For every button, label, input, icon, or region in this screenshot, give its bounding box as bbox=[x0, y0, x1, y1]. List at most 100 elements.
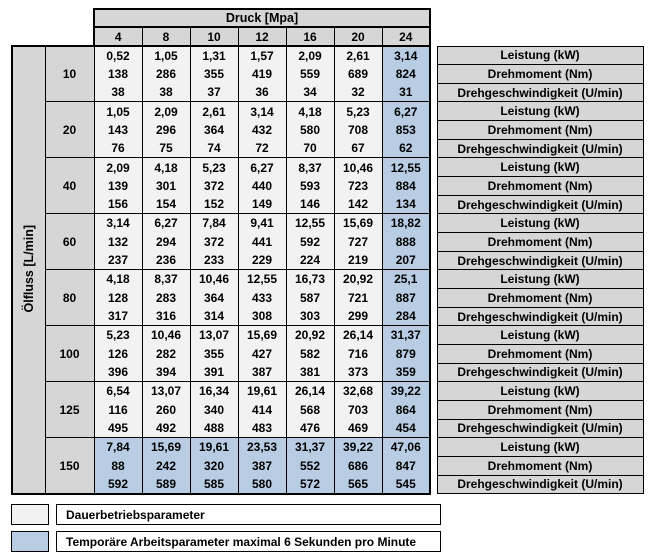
pressure-axis-title: Druck [Mpa] bbox=[93, 8, 431, 28]
metric-label: Drehmoment (Nm) bbox=[436, 120, 644, 140]
param-value-cell: 723 bbox=[333, 176, 383, 196]
param-value-cell: 727 bbox=[333, 232, 383, 252]
param-value-cell: 559 bbox=[285, 64, 335, 84]
metric-label: Drehgeschwindigkeit (U/min) bbox=[436, 82, 644, 103]
metric-label: Leistung (kW) bbox=[436, 101, 644, 122]
column-gap bbox=[430, 251, 437, 270]
table-row: 76 75 74 72 70 67 62 Drehgeschwindigkeit (U/min… bbox=[12, 138, 644, 159]
param-value-cell: 373 bbox=[333, 363, 383, 382]
column-gap bbox=[430, 83, 437, 102]
param-value-cell: 340 bbox=[189, 400, 239, 420]
param-value-cell: 31 bbox=[381, 83, 431, 102]
param-value-cell: 853 bbox=[381, 120, 431, 140]
param-value-cell: 441 bbox=[237, 232, 287, 252]
param-value-cell: 34 bbox=[285, 83, 335, 102]
param-value-cell: 139 bbox=[93, 176, 143, 196]
pressure-col-header: 24 bbox=[381, 26, 431, 47]
metric-label: Leistung (kW) bbox=[436, 325, 644, 345]
param-value-cell: 19,61 bbox=[237, 381, 287, 401]
flow-row-header: 10 bbox=[44, 45, 95, 102]
param-value-cell: 219 bbox=[333, 251, 383, 270]
flow-row-header: 60 bbox=[44, 213, 95, 270]
param-value-cell: 5,23 bbox=[333, 101, 383, 121]
metric-label: Drehgeschwindigkeit (U/min) bbox=[436, 362, 644, 383]
param-value-cell: 372 bbox=[189, 176, 239, 196]
table-row: 317 316 314 308 303 299 284 Drehgeschwindigkeit… bbox=[12, 306, 644, 327]
param-value-cell: 31,37 bbox=[285, 437, 335, 457]
param-value-cell: 552 bbox=[285, 456, 335, 476]
metric-label: Drehmoment (Nm) bbox=[436, 455, 644, 476]
legend-swatch-dauerbetrieb bbox=[11, 504, 49, 525]
legend-label-temporaer: Temporäre Arbeitsparameter maximal 6 Sek… bbox=[56, 531, 441, 552]
table-row: 150 7,84 15,69 19,61 23,53 31,37 39,22 47,06 Lei… bbox=[12, 437, 644, 495]
param-value-cell: 39,22 bbox=[381, 381, 431, 401]
param-value-cell: 229 bbox=[237, 251, 287, 270]
param-value-cell: 237 bbox=[93, 251, 143, 270]
param-value-cell: 364 bbox=[189, 288, 239, 308]
param-value-cell: 299 bbox=[333, 307, 383, 326]
param-value-cell: 12,55 bbox=[237, 269, 287, 289]
param-value-cell: 2,09 bbox=[285, 45, 335, 65]
param-value-cell: 10,46 bbox=[189, 269, 239, 289]
param-value-cell: 286 bbox=[141, 64, 191, 84]
table-row: 60 3,14 6,27 7,84 9,41 12,55 15,69 18,82 Leistun… bbox=[12, 213, 644, 270]
metric-label: Drehmoment (Nm) bbox=[436, 232, 644, 252]
legend-row-continuous: Dauerbetriebsparameter bbox=[11, 504, 441, 525]
column-gap bbox=[430, 158, 437, 177]
metric-label: Leistung (kW) bbox=[436, 157, 644, 178]
param-value-cell: 4,18 bbox=[93, 269, 143, 289]
param-value-cell: 316 bbox=[141, 307, 191, 326]
param-value-cell: 36 bbox=[237, 83, 287, 102]
param-value-cell: 1,05 bbox=[141, 45, 191, 65]
param-value-cell: 38 bbox=[141, 83, 191, 102]
param-value-cell: 7,84 bbox=[93, 437, 143, 457]
table-row: 80 4,18 8,37 10,46 12,55 16,73 20,92 25,1 Leistu… bbox=[12, 269, 644, 326]
pressure-values-row: 4 8 10 12 16 20 24 bbox=[12, 26, 643, 47]
param-value-cell: 381 bbox=[285, 363, 335, 382]
param-value-cell: 152 bbox=[189, 195, 239, 214]
param-value-cell: 6,27 bbox=[141, 213, 191, 233]
param-value-cell: 391 bbox=[189, 363, 239, 382]
param-value-cell: 314 bbox=[189, 307, 239, 326]
param-value-cell: 16,34 bbox=[189, 381, 239, 401]
param-value-cell: 585 bbox=[189, 475, 239, 495]
oelfluss-axis-title: Ölfluss [L/min] bbox=[11, 45, 46, 495]
table-row: 132 294 372 441 592 727 888 Drehmoment (Nm) bbox=[12, 232, 644, 252]
column-gap bbox=[430, 400, 437, 419]
param-value-cell: 703 bbox=[333, 400, 383, 420]
param-value-cell: 26,14 bbox=[333, 325, 383, 345]
param-value-cell: 75 bbox=[141, 139, 191, 158]
param-value-cell: 32 bbox=[333, 83, 383, 102]
param-value-cell: 18,82 bbox=[381, 213, 431, 233]
pressure-col-header: 12 bbox=[237, 26, 287, 47]
param-value-cell: 74 bbox=[189, 139, 239, 158]
param-value-cell: 126 bbox=[93, 344, 143, 364]
param-value-cell: 13,07 bbox=[189, 325, 239, 345]
param-value-cell: 301 bbox=[141, 176, 191, 196]
param-value-cell: 128 bbox=[93, 288, 143, 308]
param-value-cell: 592 bbox=[285, 232, 335, 252]
metric-label: Drehmoment (Nm) bbox=[436, 344, 644, 364]
corner-blank bbox=[12, 9, 94, 27]
param-value-cell: 154 bbox=[141, 195, 191, 214]
param-value-cell: 3,14 bbox=[93, 213, 143, 233]
param-value-cell: 372 bbox=[189, 232, 239, 252]
param-value-cell: 37 bbox=[189, 83, 239, 102]
table-row: 126 282 355 427 582 716 879 Drehmoment (Nm) bbox=[12, 344, 644, 364]
param-value-cell: 25,1 bbox=[381, 269, 431, 289]
param-value-cell: 580 bbox=[285, 120, 335, 140]
pressure-col-header: 10 bbox=[189, 26, 239, 47]
column-gap bbox=[430, 345, 437, 364]
table-row: 20 1,05 2,09 2,61 3,14 4,18 5,23 6,27 Leistung (… bbox=[12, 101, 644, 158]
flow-row-header: 150 bbox=[44, 437, 95, 495]
param-value-cell: 716 bbox=[333, 344, 383, 364]
table-row: 125 6,54 13,07 16,34 19,61 26,14 32,68 39,22 Lei… bbox=[12, 381, 644, 438]
param-value-cell: 587 bbox=[285, 288, 335, 308]
param-value-cell: 6,27 bbox=[381, 101, 431, 121]
param-value-cell: 20,92 bbox=[333, 269, 383, 289]
param-value-cell: 0,52 bbox=[93, 45, 143, 65]
param-value-cell: 39,22 bbox=[333, 437, 383, 457]
param-value-cell: 76 bbox=[93, 139, 143, 158]
gap-blank bbox=[430, 27, 437, 46]
param-value-cell: 70 bbox=[285, 139, 335, 158]
